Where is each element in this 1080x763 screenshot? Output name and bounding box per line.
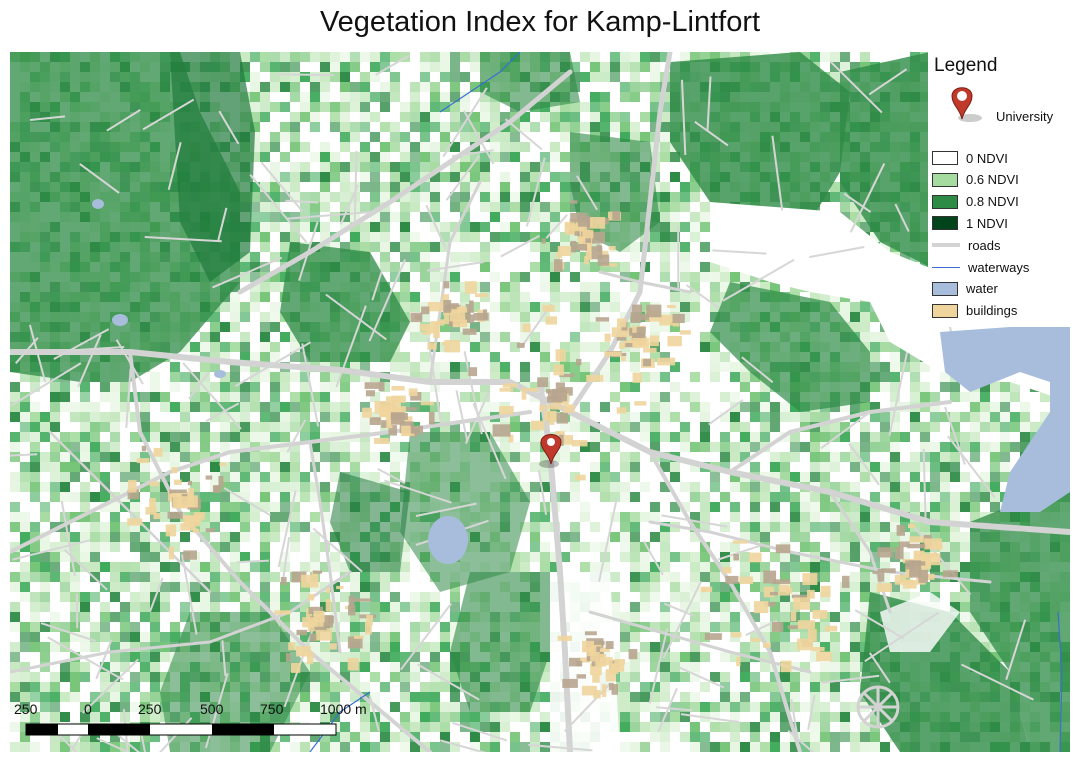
scale-label: 250 xyxy=(138,701,162,717)
legend-swatch xyxy=(932,151,958,165)
legend-item-label: 1 NDVI xyxy=(966,215,1008,231)
legend-swatch xyxy=(932,216,958,231)
scale-label: 0 xyxy=(84,701,92,717)
large-green-patches xyxy=(10,52,1070,752)
map-legend: Legend University 0 NDVI 0.6 NDVI 0.8 NDVI… xyxy=(928,52,1070,327)
scale-label: 500 xyxy=(200,701,224,717)
compass-rose xyxy=(856,685,900,729)
legend-line-symbol xyxy=(932,243,960,248)
legend-item-label: waterways xyxy=(968,259,1030,275)
map-canvas[interactable] xyxy=(10,52,1070,752)
legend-item: 0 NDVI xyxy=(932,148,1008,168)
residential-streets xyxy=(10,54,1070,752)
legend-item: 0.6 NDVI xyxy=(932,170,1019,190)
water-bodies xyxy=(92,199,1070,564)
scale-label: 750 xyxy=(260,701,284,717)
waterway-lines xyxy=(309,52,1063,752)
legend-item-label: 0.6 NDVI xyxy=(966,172,1019,188)
scale-bar-graphic xyxy=(25,723,337,736)
legend-line-symbol xyxy=(932,266,960,268)
legend-item: water xyxy=(932,279,998,299)
legend-item-label: roads xyxy=(968,237,1001,253)
university-pin-icon xyxy=(951,87,982,122)
scale-label: 1000 m xyxy=(320,701,367,717)
legend-swatch xyxy=(932,303,958,318)
legend-item: buildings xyxy=(932,301,1017,321)
legend-item-label: 0.8 NDVI xyxy=(966,194,1019,210)
legend-swatch xyxy=(932,281,958,296)
legend-swatch xyxy=(932,172,958,187)
legend-item: 0.8 NDVI xyxy=(932,192,1019,212)
legend-university-label: University xyxy=(996,109,1054,124)
map-title: Vegetation Index for Kamp-Lintfort xyxy=(319,6,761,38)
building-footprints xyxy=(127,200,958,699)
ndvi-map[interactable] xyxy=(10,52,1070,752)
university-marker[interactable] xyxy=(539,434,562,469)
legend-swatch xyxy=(932,194,958,209)
legend-item-label: buildings xyxy=(966,303,1018,319)
scale-bar: 250 0 250 500 750 1000 m xyxy=(10,700,390,750)
legend-item: waterways xyxy=(932,257,1029,277)
legend-title: Legend xyxy=(934,55,998,76)
legend-item-label: water xyxy=(966,281,998,297)
legend-item: roads xyxy=(932,235,1001,255)
scale-label: 250 xyxy=(14,701,38,717)
legend-item-label: 0 NDVI xyxy=(966,150,1008,166)
legend-item: 1 NDVI xyxy=(932,213,1008,233)
